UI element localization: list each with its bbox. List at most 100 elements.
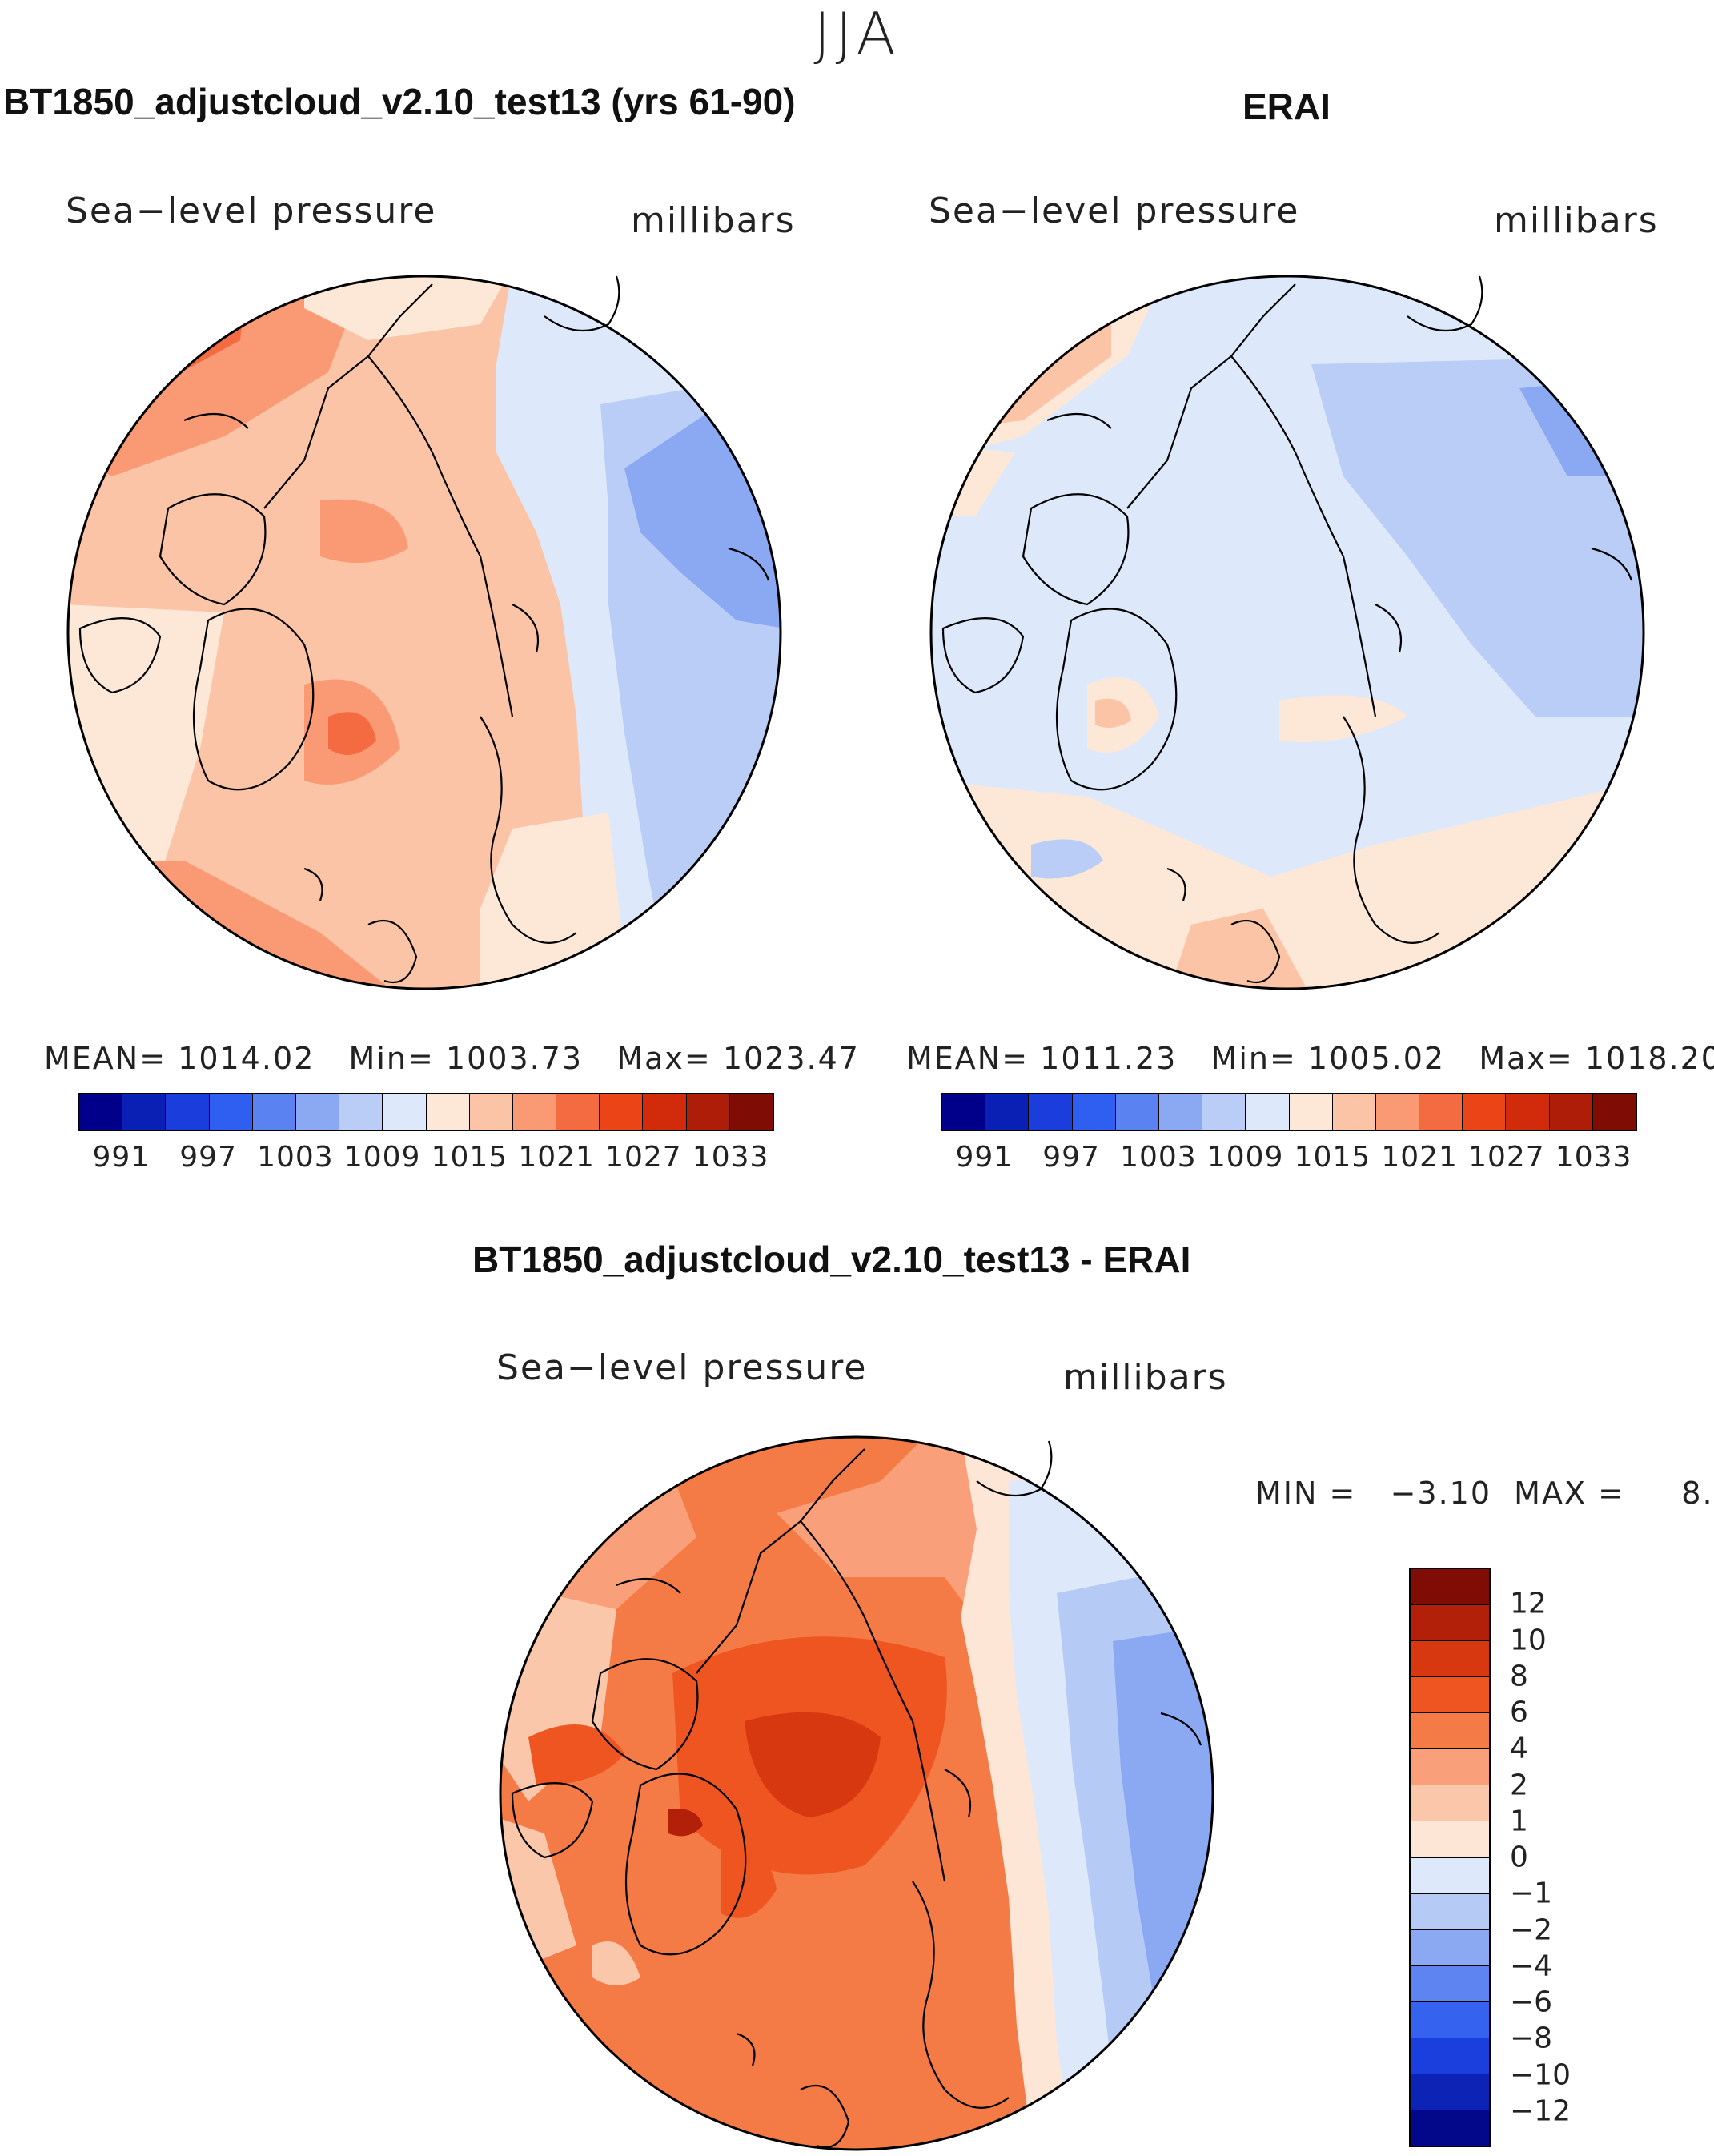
- panel1-mean-label: MEAN=: [44, 1041, 167, 1076]
- colorbar-tick-label: 1003: [257, 1141, 334, 1174]
- panel1-units-label: millibars: [631, 200, 796, 241]
- colorbar-swatch: [1246, 1094, 1290, 1130]
- colorbar-tick-label: −12: [1510, 2094, 1571, 2128]
- colorbar-swatch: [1411, 1893, 1489, 1930]
- colorbar-tick-label: 991: [955, 1141, 1014, 1174]
- diff-title: BT1850_adjustcloud_v2.10_test13 - ERAI: [472, 1239, 1191, 1280]
- panel1-mean-value: 1014.02: [178, 1041, 315, 1076]
- colorbar-tick-label: 10: [1510, 1624, 1547, 1656]
- colorbar-swatch: [295, 1094, 340, 1130]
- panel1-map: [66, 275, 782, 990]
- colorbar-tick-label: 997: [179, 1141, 237, 1174]
- colorbar-tick-label: −6: [1510, 1985, 1553, 2019]
- colorbar-tick-label: 1027: [1468, 1141, 1545, 1174]
- panel1-max-value: 1023.47: [722, 1041, 860, 1076]
- colorbar-tick-label: 4: [1510, 1732, 1528, 1765]
- colorbar-swatch: [209, 1094, 253, 1130]
- colorbar-swatch: [729, 1094, 773, 1130]
- diff-colorbar: [1409, 1568, 1491, 2147]
- colorbar-swatch: [1506, 1094, 1550, 1130]
- colorbar-tick-label: 1015: [431, 1141, 508, 1174]
- colorbar-tick-label: 991: [92, 1141, 151, 1174]
- colorbar-swatch: [600, 1094, 644, 1130]
- panel1-max-label: Max=: [616, 1041, 712, 1076]
- colorbar-tick-label: 997: [1042, 1141, 1100, 1174]
- colorbar-tick-label: 1021: [1381, 1141, 1458, 1174]
- colorbar-swatch: [1411, 1929, 1489, 1966]
- colorbar-tick-label: 12: [1510, 1587, 1547, 1620]
- colorbar-swatch: [79, 1094, 123, 1130]
- diff-map: [499, 1435, 1214, 2151]
- colorbar-swatch: [1419, 1094, 1463, 1130]
- colorbar-swatch: [166, 1094, 210, 1130]
- colorbar-tick-label: 1021: [518, 1141, 595, 1174]
- colorbar-swatch: [1411, 1965, 1489, 2002]
- colorbar-tick-label: 6: [1510, 1696, 1528, 1729]
- colorbar-swatch: [686, 1094, 730, 1130]
- colorbar-tick-label: −2: [1510, 1913, 1553, 1946]
- colorbar-tick-label: 1: [1510, 1805, 1528, 1838]
- diff-units-label: millibars: [1063, 1357, 1228, 1398]
- panel1-min-label: Min=: [348, 1041, 435, 1076]
- colorbar-swatch: [1411, 1713, 1489, 1750]
- panel2-map: [929, 275, 1645, 990]
- diff-variable-label: Sea−level pressure: [496, 1347, 868, 1388]
- panel2-min-value: 1005.02: [1307, 1041, 1446, 1076]
- colorbar-swatch: [1158, 1094, 1203, 1130]
- panel2-max-value: 1018.20: [1584, 1041, 1714, 1076]
- colorbar-tick-label: 8: [1510, 1660, 1528, 1693]
- panel2-variable-label: Sea−level pressure: [929, 191, 1300, 231]
- colorbar-swatch: [1411, 2038, 1489, 2074]
- season-title: JJA: [813, 0, 901, 67]
- colorbar-swatch: [339, 1094, 383, 1130]
- panel2-colorbar: [941, 1093, 1637, 1131]
- colorbar-swatch: [252, 1094, 296, 1130]
- panel2-mean-value: 1011.23: [1040, 1041, 1178, 1076]
- colorbar-tick-label: −10: [1510, 2058, 1571, 2091]
- colorbar-swatch: [1072, 1094, 1116, 1130]
- panel1-stats: MEAN= 1014.02 Min= 1003.73 Max= 1023.47: [44, 1041, 860, 1076]
- colorbar-swatch: [1411, 1857, 1489, 1894]
- colorbar-swatch: [1411, 1677, 1489, 1714]
- colorbar-swatch: [1289, 1094, 1333, 1130]
- colorbar-swatch: [1549, 1094, 1593, 1130]
- colorbar-tick-label: 2: [1510, 1769, 1528, 1801]
- panel2-mean-label: MEAN=: [906, 1041, 1030, 1076]
- colorbar-swatch: [1411, 1569, 1489, 1606]
- colorbar-swatch: [1411, 1821, 1489, 1858]
- colorbar-swatch: [1115, 1094, 1159, 1130]
- colorbar-swatch: [556, 1094, 600, 1130]
- colorbar-swatch: [1411, 1785, 1489, 1822]
- colorbar-tick-label: 1033: [1555, 1141, 1632, 1174]
- colorbar-tick-label: 1009: [1206, 1141, 1284, 1174]
- colorbar-swatch: [426, 1094, 470, 1130]
- colorbar-swatch: [122, 1094, 167, 1130]
- panel2-title: ERAI: [1242, 86, 1331, 127]
- colorbar-tick-label: 1003: [1120, 1141, 1197, 1174]
- colorbar-tick-label: 0: [1510, 1841, 1528, 1874]
- panel1-colorbar: [78, 1093, 774, 1131]
- colorbar-tick-label: 1009: [343, 1141, 421, 1174]
- colorbar-tick-label: −8: [1510, 2022, 1553, 2055]
- colorbar-tick-label: −4: [1510, 1949, 1553, 1983]
- diff-minmax: MIN = −3.10 MAX = 8.12: [1255, 1475, 1714, 1511]
- colorbar-swatch: [1202, 1094, 1246, 1130]
- panel2-stats: MEAN= 1011.23 Min= 1005.02 Max= 1018.20: [906, 1041, 1714, 1076]
- colorbar-swatch: [383, 1094, 427, 1130]
- panel1-variable-label: Sea−level pressure: [66, 191, 437, 231]
- colorbar-swatch: [1411, 2110, 1489, 2146]
- colorbar-tick-label: 1015: [1294, 1141, 1371, 1174]
- colorbar-tick-label: 1027: [605, 1141, 682, 1174]
- colorbar-swatch: [1592, 1094, 1636, 1130]
- panel2-max-label: Max=: [1479, 1041, 1574, 1076]
- panel2-units-label: millibars: [1494, 200, 1659, 241]
- colorbar-swatch: [1375, 1094, 1420, 1130]
- panel1-title: BT1850_adjustcloud_v2.10_test13 (yrs 61-…: [3, 81, 796, 122]
- colorbar-swatch: [643, 1094, 687, 1130]
- colorbar-swatch: [469, 1094, 513, 1130]
- panel2-min-label: Min=: [1210, 1041, 1297, 1076]
- colorbar-swatch: [1411, 2074, 1489, 2110]
- colorbar-swatch: [1411, 1605, 1489, 1642]
- colorbar-tick-label: −1: [1510, 1877, 1553, 1910]
- colorbar-swatch: [942, 1094, 986, 1130]
